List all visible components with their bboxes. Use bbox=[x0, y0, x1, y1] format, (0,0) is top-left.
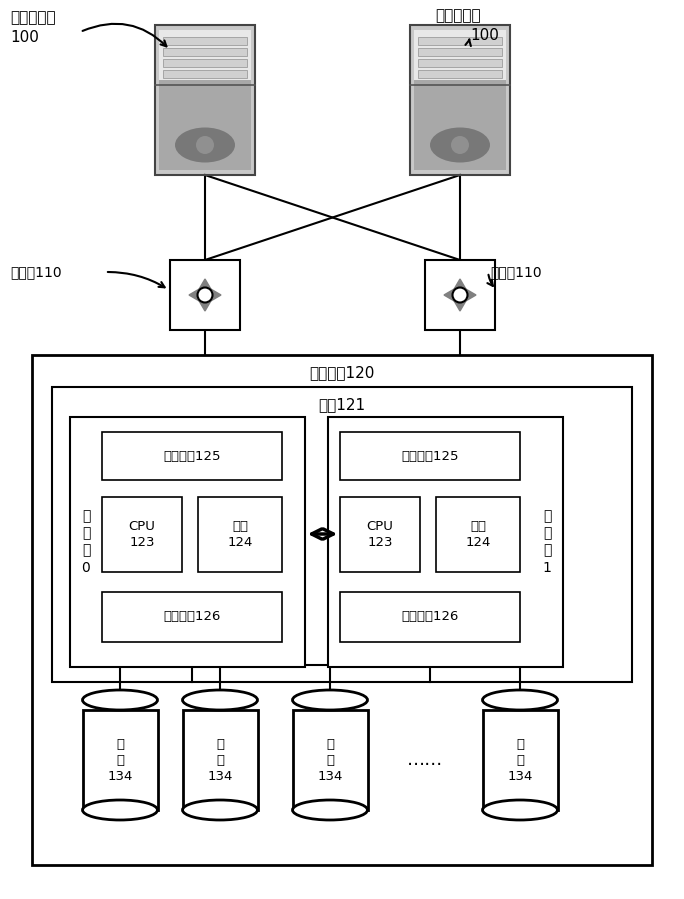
Bar bbox=[410, 25, 510, 175]
Text: 前端接口125: 前端接口125 bbox=[402, 450, 459, 462]
Ellipse shape bbox=[183, 690, 257, 710]
Ellipse shape bbox=[451, 136, 469, 154]
Polygon shape bbox=[453, 279, 467, 291]
Ellipse shape bbox=[482, 690, 557, 710]
Bar bbox=[418, 37, 502, 45]
Text: 100: 100 bbox=[10, 30, 39, 45]
Bar bbox=[414, 80, 506, 170]
Text: 引擎121: 引擎121 bbox=[319, 397, 365, 413]
Bar bbox=[163, 48, 247, 56]
Ellipse shape bbox=[293, 690, 367, 710]
Bar bbox=[52, 387, 632, 682]
Text: 硬
盘
134: 硬 盘 134 bbox=[107, 737, 133, 782]
Text: 应用服务器: 应用服务器 bbox=[435, 8, 481, 23]
Bar bbox=[155, 25, 255, 175]
Bar bbox=[163, 70, 247, 78]
Bar bbox=[163, 37, 247, 45]
Text: 控
制
器
1: 控 制 器 1 bbox=[542, 509, 551, 575]
Ellipse shape bbox=[83, 800, 157, 820]
Text: ……: …… bbox=[407, 751, 443, 769]
Bar bbox=[70, 417, 305, 667]
Ellipse shape bbox=[482, 800, 557, 820]
Text: 后端接口126: 后端接口126 bbox=[163, 610, 221, 624]
Text: 前端接口125: 前端接口125 bbox=[163, 450, 221, 462]
Bar bbox=[159, 30, 251, 80]
Bar bbox=[155, 25, 255, 175]
Bar bbox=[198, 497, 282, 572]
Bar bbox=[410, 25, 510, 175]
Polygon shape bbox=[444, 288, 456, 302]
Bar bbox=[340, 497, 420, 572]
Polygon shape bbox=[453, 299, 467, 311]
Bar bbox=[328, 417, 563, 667]
Bar bbox=[170, 260, 240, 330]
Bar bbox=[482, 710, 557, 810]
Bar bbox=[425, 260, 495, 330]
Bar bbox=[293, 710, 367, 810]
Ellipse shape bbox=[430, 128, 490, 163]
Bar bbox=[418, 59, 502, 67]
Text: 交换机110: 交换机110 bbox=[10, 265, 62, 279]
Bar bbox=[102, 432, 282, 480]
Ellipse shape bbox=[453, 288, 467, 302]
Text: 100: 100 bbox=[470, 28, 499, 43]
Text: 控
制
器
0: 控 制 器 0 bbox=[81, 509, 90, 575]
Text: 硬
盘
134: 硬 盘 134 bbox=[317, 737, 343, 782]
Ellipse shape bbox=[175, 128, 235, 163]
Text: 硬
盘
134: 硬 盘 134 bbox=[508, 737, 533, 782]
Bar bbox=[183, 710, 257, 810]
Text: CPU
123: CPU 123 bbox=[367, 521, 393, 548]
Ellipse shape bbox=[83, 690, 157, 710]
Bar bbox=[102, 592, 282, 642]
Text: 内存
124: 内存 124 bbox=[465, 521, 490, 548]
Text: 硬
盘
134: 硬 盘 134 bbox=[207, 737, 233, 782]
Ellipse shape bbox=[183, 800, 257, 820]
Text: 交换机110: 交换机110 bbox=[490, 265, 542, 279]
Ellipse shape bbox=[293, 800, 367, 820]
Bar bbox=[83, 710, 157, 810]
Bar bbox=[340, 432, 520, 480]
Bar bbox=[102, 497, 182, 572]
Polygon shape bbox=[464, 288, 476, 302]
Bar bbox=[163, 59, 247, 67]
Text: 应用服务器: 应用服务器 bbox=[10, 10, 55, 25]
Polygon shape bbox=[209, 288, 221, 302]
Polygon shape bbox=[189, 288, 201, 302]
Polygon shape bbox=[198, 279, 212, 291]
Polygon shape bbox=[198, 299, 212, 311]
Bar bbox=[414, 30, 506, 80]
Text: 后端接口126: 后端接口126 bbox=[402, 610, 459, 624]
Bar bbox=[436, 497, 520, 572]
Bar bbox=[32, 355, 652, 865]
Text: 内存
124: 内存 124 bbox=[227, 521, 252, 548]
Bar bbox=[418, 70, 502, 78]
Bar bbox=[340, 592, 520, 642]
Text: 存储系统120: 存储系统120 bbox=[309, 366, 375, 380]
Ellipse shape bbox=[196, 136, 214, 154]
Bar bbox=[159, 80, 251, 170]
Text: CPU
123: CPU 123 bbox=[129, 521, 155, 548]
Ellipse shape bbox=[198, 288, 213, 302]
Bar bbox=[418, 48, 502, 56]
